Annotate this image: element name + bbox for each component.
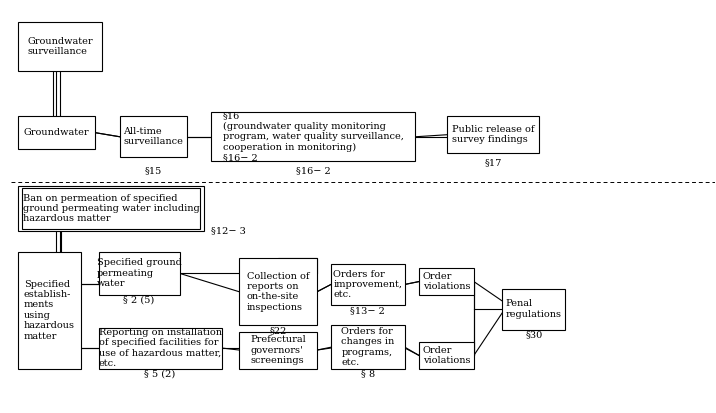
- FancyBboxPatch shape: [447, 116, 538, 153]
- Text: Orders for
improvement,
etc.: Orders for improvement, etc.: [334, 270, 402, 299]
- Text: §15: §15: [144, 166, 162, 175]
- FancyBboxPatch shape: [120, 116, 187, 157]
- FancyBboxPatch shape: [239, 332, 317, 368]
- Text: §16− 2: §16− 2: [296, 166, 331, 175]
- Text: Prefectural
governors'
screenings: Prefectural governors' screenings: [251, 335, 306, 365]
- FancyBboxPatch shape: [239, 258, 317, 325]
- Text: § 2 (5): § 2 (5): [123, 296, 155, 304]
- Text: Specified
establish-
ments
using
hazardous
matter: Specified establish- ments using hazardo…: [24, 280, 75, 341]
- FancyBboxPatch shape: [419, 268, 474, 295]
- Text: §12− 3: §12− 3: [211, 226, 246, 235]
- FancyBboxPatch shape: [18, 116, 95, 149]
- FancyBboxPatch shape: [18, 22, 102, 71]
- Text: Ban on permeation of specified
ground permeating water including
hazardous matte: Ban on permeation of specified ground pe…: [23, 194, 199, 223]
- Text: Groundwater: Groundwater: [24, 128, 90, 137]
- FancyBboxPatch shape: [99, 328, 222, 368]
- Text: Groundwater
surveillance: Groundwater surveillance: [27, 37, 93, 56]
- FancyBboxPatch shape: [331, 264, 405, 305]
- Text: Public release of
survey findings: Public release of survey findings: [452, 125, 534, 145]
- FancyBboxPatch shape: [18, 186, 204, 231]
- Text: § 5 (2): § 5 (2): [145, 369, 175, 378]
- Text: Reporting on installation
of specified facilities for
use of hazardous matter,
e: Reporting on installation of specified f…: [99, 328, 222, 368]
- Text: § 8: § 8: [361, 369, 374, 378]
- Text: Collection of
reports on
on-the-site
inspections: Collection of reports on on-the-site ins…: [247, 271, 309, 312]
- Text: Specified ground
permeating
water: Specified ground permeating water: [97, 258, 182, 288]
- Text: Order
violations: Order violations: [422, 272, 470, 291]
- Text: Orders for
changes in
programs,
etc.: Orders for changes in programs, etc.: [342, 327, 395, 367]
- FancyBboxPatch shape: [22, 188, 200, 229]
- Text: §22: §22: [269, 326, 287, 335]
- Text: §16
(groundwater quality monitoring
program, water quality surveillance,
coopera: §16 (groundwater quality monitoring prog…: [223, 112, 404, 162]
- Text: §17: §17: [485, 158, 502, 167]
- Text: Order
violations: Order violations: [422, 346, 470, 365]
- FancyBboxPatch shape: [211, 112, 415, 161]
- Text: All-time
surveillance: All-time surveillance: [123, 127, 183, 147]
- FancyBboxPatch shape: [99, 252, 180, 295]
- Text: §13− 2: §13− 2: [350, 306, 385, 315]
- FancyBboxPatch shape: [502, 289, 566, 330]
- FancyBboxPatch shape: [18, 252, 81, 368]
- FancyBboxPatch shape: [419, 342, 474, 368]
- FancyBboxPatch shape: [331, 325, 405, 368]
- Text: Penal
regulations: Penal regulations: [505, 299, 562, 319]
- Text: §30: §30: [526, 330, 543, 339]
